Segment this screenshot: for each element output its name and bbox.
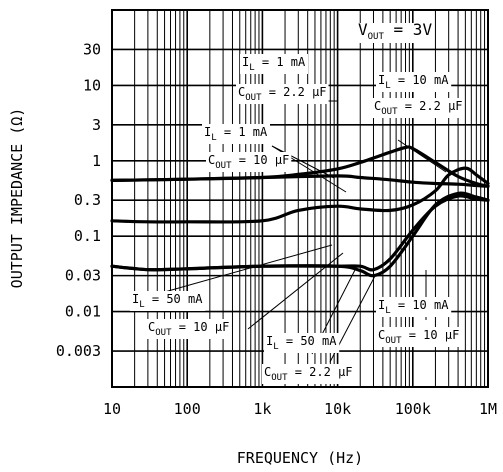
condition-annotation: COUT = 2.2 μF (236, 84, 329, 104)
condition-annotation: IL = 10 mA (376, 72, 452, 92)
y-tick-label: 10 (83, 76, 101, 94)
x-tick-label: 1M (479, 400, 497, 418)
x-tick-label: 1k (253, 400, 271, 418)
svg-text:IL = 10 mA: IL = 10 mA (378, 298, 449, 316)
x-tick-label: 10 (103, 400, 121, 418)
condition-annotation: COUT = 10 μF (206, 152, 292, 172)
vout-condition-label: VOUT = 3V (356, 20, 432, 43)
svg-text:COUT = 10 μF: COUT = 10 μF (208, 153, 289, 171)
condition-annotation: IL = 1 mA (202, 124, 271, 144)
series-line (110, 174, 490, 188)
y-tick-label: 0.003 (56, 342, 101, 360)
svg-text:IL = 50 mA: IL = 50 mA (132, 292, 203, 310)
condition-annotation: IL = 10 mA (376, 297, 452, 317)
condition-annotation: COUT = 2.2 μF (262, 364, 355, 384)
annotation-leader (247, 252, 344, 330)
condition-annotation: IL = 1 mA (240, 54, 309, 74)
condition-annotation: IL = 50 mA (264, 333, 340, 353)
svg-text:VOUT = 3V: VOUT = 3V (358, 20, 432, 42)
condition-annotation: COUT = 10 μF (376, 327, 462, 347)
y-tick-label: 30 (83, 40, 101, 58)
y-tick-label: 0.3 (74, 191, 101, 209)
y-tick-label: 0.01 (65, 303, 101, 321)
x-tick-label: 100k (395, 400, 431, 418)
condition-annotation: COUT = 10 μF (146, 319, 232, 339)
y-axis-label: OUTPUT IMPEDANCE (Ω) (8, 108, 26, 289)
svg-text:COUT = 2.2 μF: COUT = 2.2 μF (264, 365, 353, 383)
condition-annotation: IL = 50 mA (130, 291, 206, 311)
y-tick-label: 1 (92, 152, 101, 170)
svg-text:COUT = 10 μF: COUT = 10 μF (378, 328, 459, 346)
y-tick-label: 3 (92, 116, 101, 134)
annotation-leader (271, 145, 335, 179)
x-tick-label: 100 (174, 400, 201, 418)
svg-text:COUT = 2.2 μF: COUT = 2.2 μF (238, 85, 327, 103)
series-line (110, 166, 490, 224)
x-tick-label: 10k (324, 400, 351, 418)
tick-labels: 10 100 1k 10k 100k 1M 0.003 0.01 0.03 0.1 0.3 1 3 10 3… (56, 40, 497, 418)
condition-annotation: COUT = 2.2 μF (372, 98, 465, 118)
svg-text:IL = 1 mA: IL = 1 mA (242, 55, 306, 73)
curves (110, 145, 490, 278)
y-tick-label: 0.1 (74, 227, 101, 245)
y-tick-label: 0.03 (65, 267, 101, 285)
svg-text:COUT = 10 μF: COUT = 10 μF (148, 320, 229, 338)
svg-text:IL = 1 mA: IL = 1 mA (204, 125, 268, 143)
x-axis-label: FREQUENCY (Hz) (237, 449, 363, 467)
annotation-labels: IL = 1 mA COUT = 2.2 μF IL = 10 mA COUT = 2… (130, 20, 465, 384)
annotation-leader (397, 139, 447, 173)
plot-frame (111, 9, 489, 388)
svg-text:IL = 10 mA: IL = 10 mA (378, 73, 449, 91)
svg-text:COUT = 2.2 μF: COUT = 2.2 μF (374, 99, 463, 117)
series-line (110, 191, 490, 278)
svg-text:IL = 50 mA: IL = 50 mA (266, 334, 337, 352)
annotation-leader (135, 244, 333, 301)
